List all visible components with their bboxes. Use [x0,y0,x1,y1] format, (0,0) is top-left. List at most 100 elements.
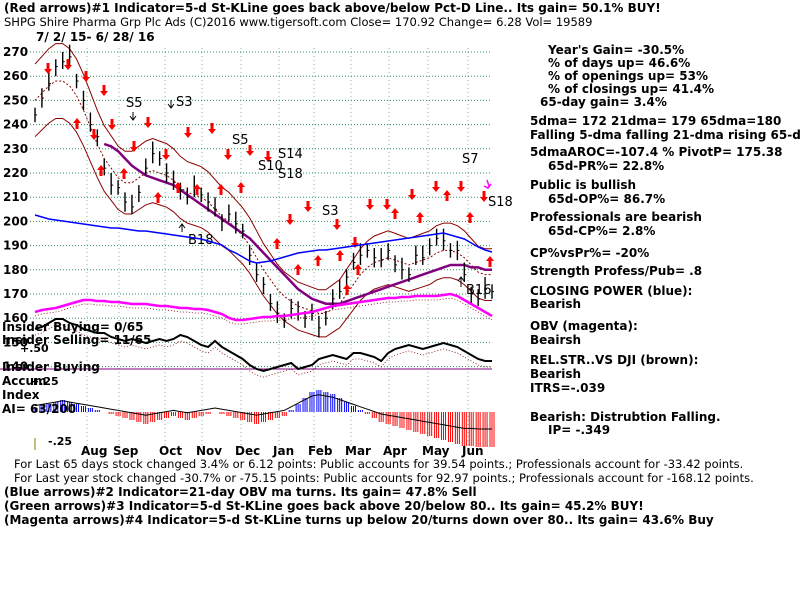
signal-label: S18 [278,167,303,182]
signal-arrow [90,129,98,140]
stat-line: Bearish [530,297,582,311]
stat-line: 5dmaAROC=-107.4 % PivotP= 175.38 [530,145,783,159]
date-range: 7/ 2/ 15- 6/ 28/ 16 [36,30,155,44]
accum-plus50: +.50 [20,342,49,355]
insider-buying: Insider Buying= 0/65 [2,320,144,334]
signal-arrow [64,59,72,70]
signal-arrow [343,284,351,295]
lower-band-line [34,118,492,338]
upper-band-line [34,43,492,291]
stat-line: Bearish: Distrubtion Falling. [530,410,721,424]
stat-line: 65-day gain= 3.4% [540,95,667,109]
signal-arrow [391,208,399,219]
accum-ma-line [34,394,492,430]
signal-label: S3 [322,204,339,219]
footer-line: (Magenta arrows)#4 Indicator=5-d St-KLin… [4,513,714,527]
footer-line: For Last year stock changed -30.7% or -7… [14,471,754,485]
month-label: Dec [235,444,260,458]
signal-arrow [246,145,254,156]
signal-arrow [162,149,170,160]
signal-arrow [44,63,52,74]
signal-arrow [264,151,272,162]
price-tick-label: 190 [3,239,28,253]
signal-label: S5 [232,133,249,148]
signal-arrow [154,192,162,203]
signal-arrow [304,201,312,212]
signal-arrow [294,264,302,275]
signal-arrow [184,127,192,138]
price-tick-label: 180 [3,263,28,277]
stat-line: Public is bullish [530,178,637,192]
signal-arrow [108,119,116,130]
ma65-line [103,142,492,305]
stat-line: % of closings up= 41.4% [548,82,715,96]
accum-plus25: +.25 [30,375,59,388]
accum-label: Accum [2,374,47,388]
price-tick-label: 140 [3,360,28,374]
signal-arrow [366,199,374,210]
signal-label: S10 [258,159,283,174]
signal-label: S14 [278,147,303,162]
ma21-line [34,80,492,314]
ai-value: AI= 63/200 [2,402,77,416]
stat-line: Professionals are bearish [530,210,702,224]
signal-label: B18 [188,233,213,248]
signal-label: S5 [126,96,143,111]
signal-arrow [483,179,492,189]
stat-line: Strength Profess/Pub= .8 [530,264,703,278]
month-label: Feb [308,444,333,458]
month-label: May [422,444,450,458]
price-tick-label: 200 [3,214,28,228]
month-label: Nov [196,444,222,458]
stat-line: 65d-CP%= 2.8% [548,224,656,238]
price-tick-label: 210 [3,190,28,204]
month-label: Jan [272,444,294,458]
signal-arrow [130,141,138,152]
stat-line: CP%vsPr%= -20% [530,246,650,260]
insider-buying-label: Insider Buying [2,360,100,374]
stat-line: % of days up= 46.6% [548,56,691,70]
obv-line [34,292,493,322]
month-label: Jun [461,444,484,458]
signal-arrow [174,182,182,193]
signal-arrow [408,189,416,200]
chart-title: SHPG Shire Pharma Grp Plc Ads (C)2016 ww… [4,15,593,29]
signal-arrow [224,149,232,160]
relstr-line [34,318,492,373]
stat-line: 65d-PR%= 22.8% [548,159,665,173]
footer-line: (Green arrows)#3 Indicator=5-d St-KLine … [4,499,644,513]
stat-line: Year's Gain= -30.5% [548,43,685,57]
signal-label: S7 [462,152,479,167]
stat-line: IP= -.349 [548,423,611,437]
signal-arrow [383,199,391,210]
signal-arrow [480,191,488,202]
price-tick-label: 220 [3,166,28,180]
signal-label: S3 [176,95,193,110]
stat-line: 65d-OP%= 86.7% [548,192,666,206]
signal-arrow [354,264,362,275]
stat-line: % of openings up= 53% [548,69,709,83]
price-tick-label: 240 [3,118,28,132]
signal-arrow [193,184,201,195]
signal-arrow [457,276,465,287]
signal-arrow [144,117,152,128]
price-tick-label: 150 [3,335,28,349]
price-tick-label: 260 [3,69,28,83]
signal-arrow [129,112,137,121]
signal-arrow [273,238,281,249]
closing-power-line [34,214,493,264]
signal-arrow [237,182,245,193]
insider-selling: Insider Selling= 11/65 [2,333,152,347]
indicator-1-caption: (Red arrows)#1 Indicator=5-d St-KLine go… [4,1,661,15]
price-tick-label: 230 [3,142,28,156]
signal-arrow [286,214,294,225]
index-label: Index [2,388,40,402]
price-tick-label: 170 [3,287,28,301]
signal-arrow [486,256,494,267]
signal-arrow [100,85,108,96]
footer-line: For Last 65 days stock changed 3.4% or 6… [14,457,744,471]
price-tick-label: 160 [3,311,28,325]
footer-line: (Blue arrows)#2 Indicator=21-day OBV ma … [4,485,477,499]
signal-arrow [97,165,105,176]
